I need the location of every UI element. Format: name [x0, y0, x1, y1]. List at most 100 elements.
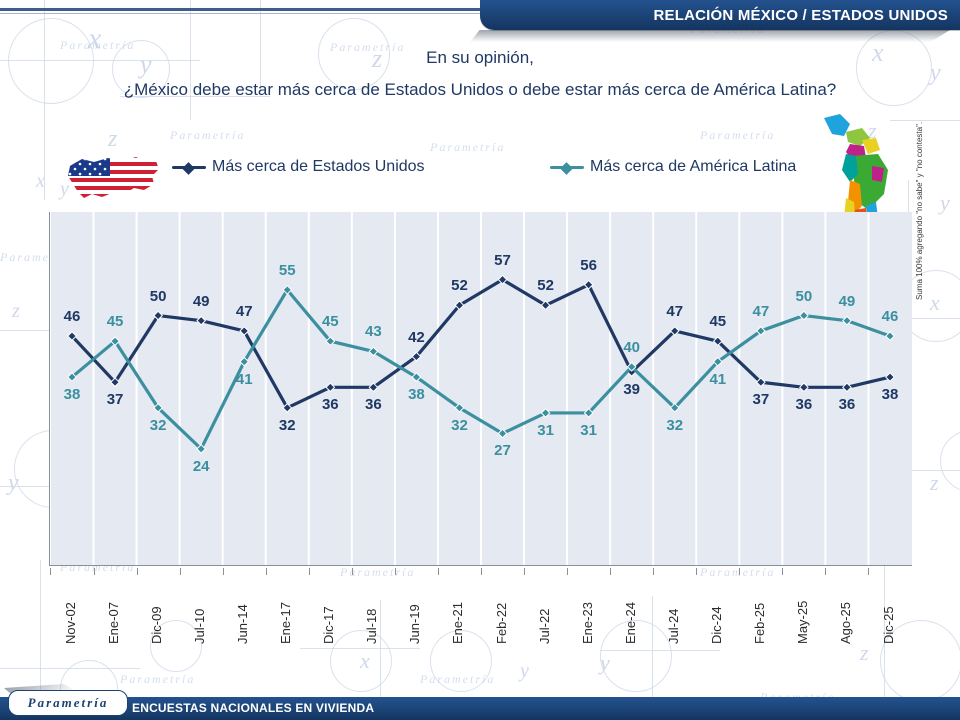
data-label: 47: [666, 302, 684, 320]
data-label: 47: [235, 302, 253, 320]
x-axis-tick-label: Ago-25: [837, 602, 853, 644]
legend-label-estados-unidos: Más cerca de Estados Unidos: [212, 158, 425, 175]
data-label: 38: [63, 386, 81, 404]
x-axis-tick-label: Jul-22: [536, 608, 552, 644]
data-label: 31: [537, 421, 554, 439]
us-flag-icon: [68, 157, 159, 198]
footer-caption: ENCUESTAS NACIONALES EN VIVIENDA: [132, 701, 375, 715]
x-axis-tick-label: Dic-24: [708, 606, 724, 644]
x-axis-tick: [93, 568, 95, 575]
x-axis-tick-label: Ene-24: [622, 602, 638, 644]
data-label: 37: [106, 391, 124, 409]
x-axis-tick: [136, 568, 138, 575]
data-label: 42: [408, 328, 425, 346]
question-text: ¿México debe estar más cerca de Estados …: [123, 80, 837, 99]
x-axis-tick-label: Jun-14: [235, 604, 251, 644]
header-rule-top: [0, 8, 484, 11]
x-axis-tick-label: Jul-18: [364, 608, 380, 644]
data-label: 27: [494, 442, 511, 460]
x-axis-tick-label: Jul-24: [665, 608, 681, 644]
data-label: 36: [321, 396, 339, 414]
x-axis-tick: [653, 568, 655, 575]
x-axis-tick-label: Jul-10: [192, 608, 208, 644]
data-label: 45: [709, 313, 727, 331]
data-label: 36: [795, 396, 813, 414]
chart-legend: Más cerca de Estados Unidos Más cerca de…: [50, 114, 910, 236]
x-axis-tick-label: Ene-21: [450, 602, 466, 644]
header-banner: RELACIÓN MÉXICO / ESTADOS UNIDOS: [480, 0, 960, 30]
data-label: 56: [580, 256, 597, 274]
x-axis-tick: [265, 568, 267, 575]
x-axis-tick: [567, 568, 569, 575]
side-note: Suma 100% agregando "no sabe" y "no cont…: [915, 121, 924, 300]
x-axis-labels: Nov-02 Ene-07 Dic-09 Jul-10 Jun-14 Ene-17 Dic-…: [50, 568, 912, 648]
x-axis-tick: [610, 568, 612, 575]
footer-bar: [0, 697, 960, 720]
data-label: 49: [838, 292, 856, 310]
data-label: 49: [192, 292, 210, 310]
data-label: 45: [106, 313, 124, 331]
data-label: 36: [365, 396, 382, 414]
x-axis-tick: [825, 568, 827, 575]
data-label: 24: [192, 457, 210, 475]
data-label: 32: [451, 416, 468, 434]
x-axis-tick: [524, 568, 526, 575]
data-label: 41: [709, 370, 727, 388]
data-label: 55: [278, 261, 296, 279]
data-label: 36: [838, 396, 856, 414]
x-axis-tick: [351, 568, 353, 575]
data-label: 41: [235, 370, 253, 388]
x-axis-tick: [179, 568, 181, 575]
question-intro: En su opinión,: [426, 48, 534, 67]
data-label: 57: [494, 251, 511, 269]
legend-marker-estados-unidos: [172, 160, 206, 175]
footer-logo-shadow: [4, 684, 74, 694]
data-label: 40: [623, 338, 641, 356]
brand-logo: Parametría: [8, 690, 128, 716]
x-axis-tick: [868, 568, 870, 575]
data-label: 50: [795, 287, 813, 305]
header-banner-shadow: [470, 30, 950, 42]
data-label: 31: [580, 421, 597, 439]
legend-item-estados-unidos[interactable]: Más cerca de Estados Unidos: [172, 158, 425, 176]
x-axis-tick-label: May-25: [794, 600, 810, 644]
x-axis-tick-label: Dic-17: [321, 606, 337, 644]
x-axis-tick: [394, 568, 396, 575]
data-label: 39: [623, 380, 641, 398]
x-axis-tick: [696, 568, 698, 575]
data-label: 43: [365, 323, 382, 341]
brand-logo-text: Parametría: [27, 695, 109, 710]
legend-label-america-latina: Más cerca de América Latina: [590, 158, 797, 175]
x-axis-tick: [739, 568, 741, 575]
data-label: 38: [408, 386, 425, 404]
data-label: 50: [149, 287, 167, 305]
x-axis-tick-label: Nov-02: [63, 602, 78, 644]
x-axis-tick-label: Jun-19: [407, 604, 423, 644]
y-axis-line: [49, 212, 50, 566]
data-label: 45: [321, 313, 339, 331]
x-axis-tick-label: Dic-25: [881, 606, 896, 644]
header-title: RELACIÓN MÉXICO / ESTADOS UNIDOS: [653, 6, 948, 24]
data-label: 52: [537, 277, 554, 295]
x-axis-line: [49, 565, 912, 566]
data-label: 32: [278, 416, 296, 434]
data-label: 32: [666, 416, 684, 434]
header-rule-thin: [0, 13, 484, 14]
chart-svg: [50, 212, 895, 565]
x-axis-tick: [50, 568, 52, 575]
data-label: 47: [752, 302, 770, 320]
legend-marker-america-latina: [550, 160, 584, 175]
data-label: 52: [451, 277, 468, 295]
x-axis-tick: [481, 568, 482, 575]
x-axis-tick: [782, 568, 784, 575]
page-title: En su opinión, ¿México debe estar más ce…: [0, 48, 960, 100]
x-axis-tick-label: Ene-07: [106, 602, 122, 644]
legend-item-america-latina[interactable]: Más cerca de América Latina: [550, 158, 796, 176]
chart-plot-area: 46 37 50 49 47 32 36 36 42 52 57 52 56 39 47 45 37 36 36 38…: [50, 212, 912, 565]
x-axis-tick: [437, 568, 439, 575]
x-axis-tick-label: Ene-17: [278, 602, 294, 644]
data-label: 38: [881, 386, 899, 404]
x-axis-tick-label: Feb-25: [751, 602, 767, 644]
data-label: 32: [149, 416, 167, 434]
x-axis-tick-label: Ene-23: [579, 602, 595, 644]
